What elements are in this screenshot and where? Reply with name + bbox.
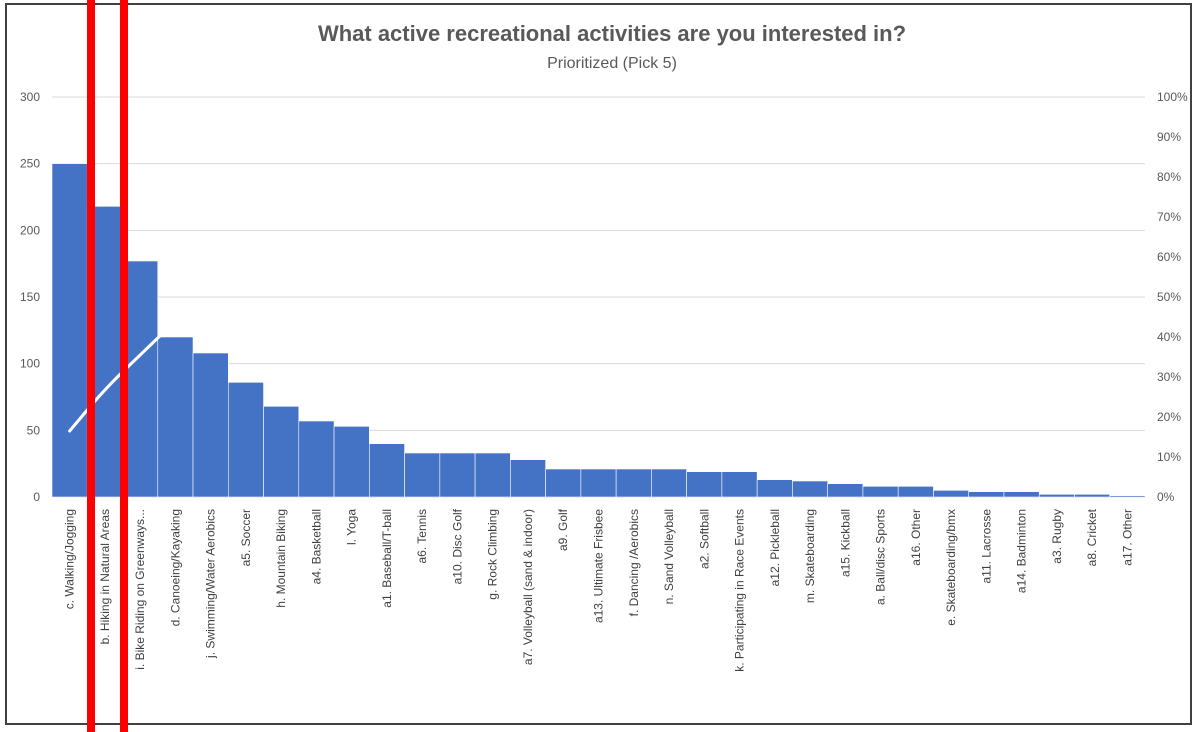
x-category-label: a15. Kickball [838,509,852,577]
x-category-label: a10. Disc Golf [450,508,464,584]
bar [756,479,793,498]
y2-tick-label: 100% [1157,90,1188,104]
x-category-label: a3. Rugby [1050,509,1064,564]
bar [157,336,194,498]
bars [51,163,1146,498]
x-category-label: l. Yoga [345,509,359,545]
x-category-label: a5. Soccer [239,509,253,566]
bar [651,468,687,498]
y2-tick-label: 30% [1157,370,1181,384]
bar [333,426,370,498]
x-category-label: a8. Cricket [1085,508,1099,566]
bar [933,490,970,498]
y-axis-left: 0 50 100 150 200 250 300 [20,90,40,504]
bar [192,352,229,498]
x-category-label: f. Dancing /Aerobics [627,509,641,616]
bar [51,163,88,498]
y-tick-label: 0 [33,490,40,504]
bar [968,491,1005,498]
x-category-label: n. Sand Volleyball [662,509,676,604]
y-axis-right: 0% 10% 20% 30% 40% 50% 60% 70% 80% 90% 100% [1157,90,1188,504]
x-category-label: a12. Pickleball [768,509,782,586]
x-category-label: a7. Volleyball (sand & indoor) [521,509,535,665]
y-tick-label: 250 [20,157,40,171]
x-category-label: h. Mountain Biking [274,509,288,608]
bar [404,452,441,498]
x-category-label: g. Rock Climbing [486,509,500,600]
bar [721,471,758,498]
x-category-label: a11. Lacrosse [979,509,993,584]
bar [474,452,511,498]
x-category-label: a2. Softball [697,509,711,569]
x-category-label: b. Hiking in Natural Areas [98,509,112,644]
x-category-label: a14. Badminton [1015,509,1029,593]
bar [1003,491,1040,498]
x-category-label: a9. Golf [556,508,570,551]
chart-subtitle: Prioritized (Pick 5) [547,55,677,72]
highlight-line [87,0,95,732]
bar [580,468,617,498]
x-category-label: k. Participating in Race Events [733,509,747,672]
bar [686,471,723,498]
bar [1109,495,1146,498]
x-category-label: a4. Basketball [309,509,323,584]
bar [227,382,264,498]
x-category-label: a. Ball/disc Sports [874,509,888,605]
y2-tick-label: 70% [1157,210,1181,224]
x-axis: c. Walking/Jogging b. Hiking in Natural A… [63,508,1135,671]
y2-tick-label: 50% [1157,290,1181,304]
bar [510,459,546,498]
x-category-label: j. Swimming/Water Aerobics [204,509,218,659]
x-category-label: d. Canoeing/Kayaking [168,509,182,626]
bar [827,483,864,498]
bar [263,406,300,498]
y-tick-label: 50 [27,423,41,437]
y2-tick-label: 90% [1157,130,1181,144]
x-category-label: e. Skateboarding/bmx [944,509,958,626]
bar [369,443,405,498]
bar [1074,494,1111,498]
y-tick-label: 300 [20,90,40,104]
x-category-label: c. Walking/Jogging [63,509,77,609]
bar [862,486,899,498]
y2-tick-label: 10% [1157,450,1181,464]
x-category-label: a6. Tennis [415,509,429,564]
y-tick-label: 200 [20,223,40,237]
x-category-label: a1. Baseball/T-ball [380,509,394,608]
y2-tick-label: 40% [1157,330,1181,344]
y2-tick-label: 60% [1157,250,1181,264]
highlight-line [120,0,128,732]
bar [545,468,582,498]
x-category-label: a16. Other [909,509,923,566]
bar [615,468,652,498]
highlight-overlay [87,0,128,732]
bar [122,260,159,498]
bar [1038,494,1075,498]
y2-tick-label: 80% [1157,170,1181,184]
y-tick-label: 100 [20,357,40,371]
x-category-label: a17. Other [1120,509,1134,566]
bar [298,420,335,498]
chart-title: What active recreational activities are … [318,21,906,46]
bar [792,480,828,498]
bar [897,486,934,498]
y2-tick-label: 0% [1157,490,1175,504]
y2-tick-label: 20% [1157,410,1181,424]
y-tick-label: 150 [20,290,40,304]
x-category-label: a13. Ultimate Frisbee [592,509,606,623]
x-category-label: m. Skateboarding [803,509,817,603]
bar [439,452,476,498]
x-category-label: i. Bike Riding on Greenways... [133,509,147,670]
